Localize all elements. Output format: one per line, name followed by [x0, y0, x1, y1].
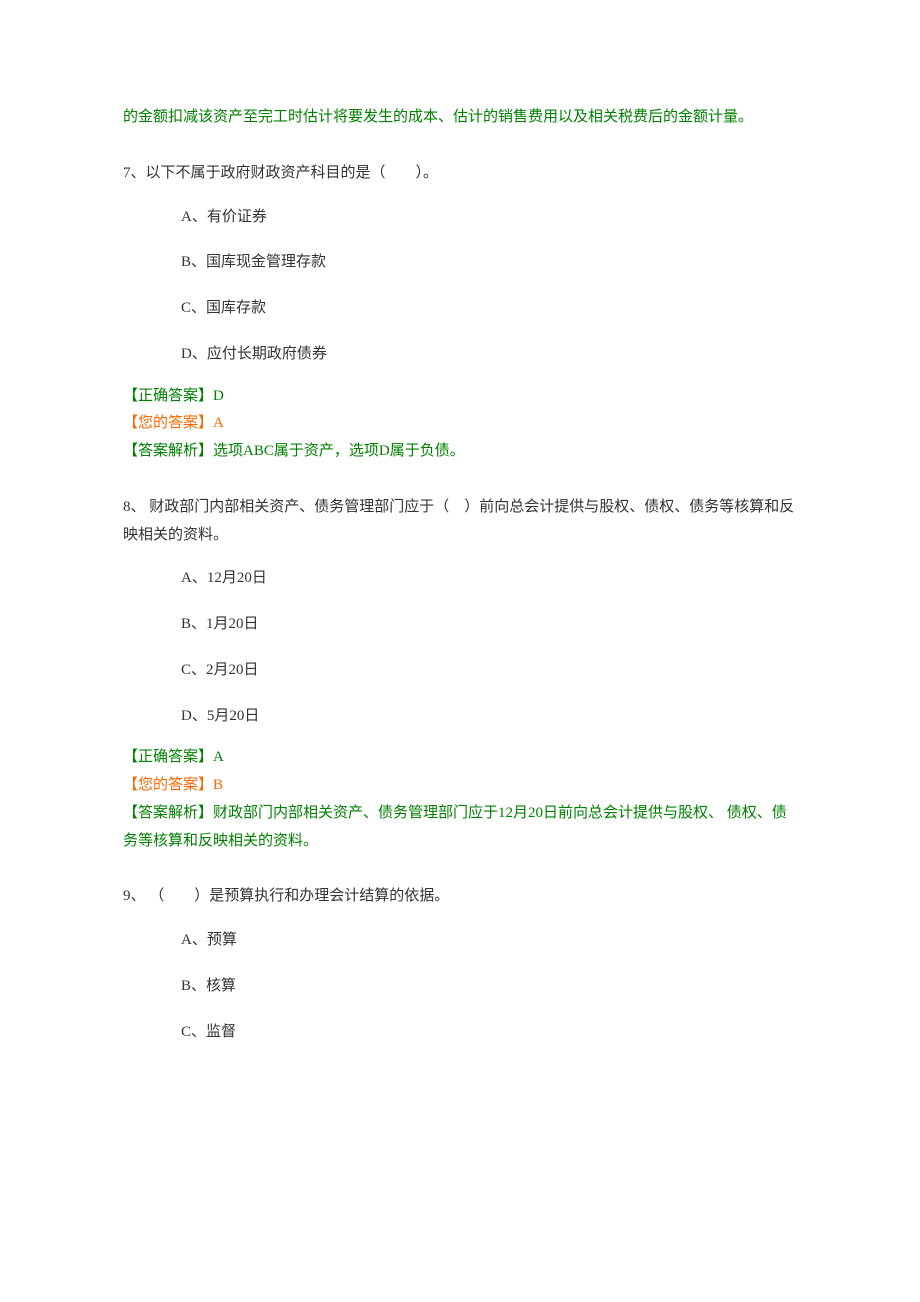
question-9-option-c: C、监督 — [181, 1015, 797, 1051]
correct-answer-label: 【正确答案】 — [123, 749, 213, 765]
your-answer-value: B — [213, 777, 223, 793]
correct-answer-value: D — [213, 388, 224, 404]
page-content: 的金额扣减该资产至完工时估计将要发生的成本、估计的销售费用以及相关税费后的金额计… — [0, 0, 920, 1220]
question-7-option-b: B、国库现金管理存款 — [181, 245, 797, 281]
question-9-stem: 9、 （ ）是预算执行和办理会计结算的依据。 — [123, 883, 797, 911]
explanation-text: 选项ABC属于资产，选项D属于负债。 — [213, 443, 465, 459]
option-text: 12月20日 — [207, 570, 267, 586]
question-9-option-a: A、预算 — [181, 923, 797, 959]
question-9-option-b: B、核算 — [181, 969, 797, 1005]
option-label: A、 — [181, 932, 207, 948]
explanation-text: 财政部门内部相关资产、债务管理部门应于12月20日前向总会计提供与股权、 债权、… — [123, 805, 787, 849]
option-text: 1月20日 — [206, 616, 259, 632]
question-7-stem: 7、以下不属于政府财政资产科目的是（ ）。 — [123, 160, 797, 188]
question-8-option-c: C、2月20日 — [181, 653, 797, 689]
explanation-line: 【答案解析】选项ABC属于资产，选项D属于负债。 — [123, 438, 797, 466]
option-label: A、 — [181, 209, 207, 225]
option-text: 预算 — [207, 932, 237, 948]
option-text: 5月20日 — [207, 708, 260, 724]
your-answer-line: 【您的答案】A — [123, 410, 797, 438]
option-label: C、 — [181, 662, 206, 678]
correct-answer-line: 【正确答案】D — [123, 383, 797, 411]
question-7-option-a: A、有价证券 — [181, 200, 797, 236]
correct-answer-line: 【正确答案】A — [123, 744, 797, 772]
option-text: 国库现金管理存款 — [206, 254, 326, 270]
option-text: 核算 — [206, 978, 236, 994]
your-answer-label: 【您的答案】 — [123, 777, 213, 793]
option-text: 有价证券 — [207, 209, 267, 225]
question-7-answers: 【正确答案】D 【您的答案】A 【答案解析】选项ABC属于资产，选项D属于负债。 — [123, 383, 797, 466]
option-label: A、 — [181, 570, 207, 586]
option-text: 监督 — [206, 1024, 236, 1040]
previous-explanation-continuation: 的金额扣减该资产至完工时估计将要发生的成本、估计的销售费用以及相关税费后的金额计… — [123, 104, 797, 132]
correct-answer-value: A — [213, 749, 224, 765]
option-text: 应付长期政府债券 — [207, 346, 327, 362]
your-answer-value: A — [213, 415, 224, 431]
question-8-option-a: A、12月20日 — [181, 561, 797, 597]
prev-explanation-text: 的金额扣减该资产至完工时估计将要发生的成本、估计的销售费用以及相关税费后的金额计… — [123, 109, 753, 125]
option-text: 2月20日 — [206, 662, 259, 678]
your-answer-line: 【您的答案】B — [123, 772, 797, 800]
question-text: （ ）是预算执行和办理会计结算的依据。 — [149, 888, 449, 904]
option-label: B、 — [181, 254, 206, 270]
explanation-line: 【答案解析】财政部门内部相关资产、债务管理部门应于12月20日前向总会计提供与股… — [123, 800, 797, 856]
question-number: 9、 — [123, 888, 149, 904]
option-label: C、 — [181, 300, 206, 316]
option-label: D、 — [181, 346, 207, 362]
question-number: 7、 — [123, 165, 146, 181]
correct-answer-label: 【正确答案】 — [123, 388, 213, 404]
option-label: C、 — [181, 1024, 206, 1040]
question-number: 8、 — [123, 499, 149, 515]
question-8-option-b: B、1月20日 — [181, 607, 797, 643]
option-text: 国库存款 — [206, 300, 266, 316]
question-7-option-d: D、应付长期政府债券 — [181, 337, 797, 373]
your-answer-label: 【您的答案】 — [123, 415, 213, 431]
question-7-option-c: C、国库存款 — [181, 291, 797, 327]
option-label: D、 — [181, 708, 207, 724]
question-8-stem: 8、 财政部门内部相关资产、债务管理部门应于（ ）前向总会计提供与股权、债权、债… — [123, 494, 797, 550]
question-text: 财政部门内部相关资产、债务管理部门应于（ ）前向总会计提供与股权、债权、债务等核… — [123, 499, 794, 543]
question-8-option-d: D、5月20日 — [181, 699, 797, 735]
explanation-label: 【答案解析】 — [123, 443, 213, 459]
question-8-answers: 【正确答案】A 【您的答案】B 【答案解析】财政部门内部相关资产、债务管理部门应… — [123, 744, 797, 855]
explanation-label: 【答案解析】 — [123, 805, 213, 821]
option-label: B、 — [181, 978, 206, 994]
option-label: B、 — [181, 616, 206, 632]
question-text: 以下不属于政府财政资产科目的是（ ）。 — [146, 165, 439, 181]
